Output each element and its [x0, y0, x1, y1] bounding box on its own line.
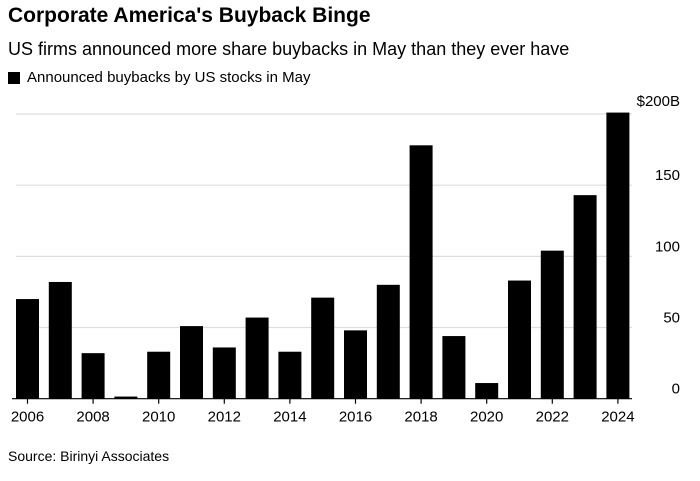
x-tick-label: 2018	[404, 409, 437, 426]
bar-2022	[540, 250, 564, 399]
chart-title: Corporate America's Buyback Binge	[8, 4, 371, 27]
bar-2023	[573, 195, 597, 399]
legend-label: Announced buybacks by US stocks in May	[27, 69, 311, 86]
legend-swatch	[8, 71, 20, 84]
y-tick-label: 150	[655, 167, 680, 184]
bar-2010	[147, 351, 171, 399]
x-tick-label: 2010	[142, 409, 175, 426]
bar-2006	[16, 299, 39, 399]
bar-2015	[311, 297, 335, 399]
x-tick-label: 2024	[601, 409, 634, 426]
bar-2014	[278, 351, 302, 399]
bar-2012	[212, 347, 236, 399]
source-note: Source: Birinyi Associates	[8, 448, 170, 464]
bar-2009	[114, 396, 138, 399]
bar-2020	[475, 383, 499, 399]
bar-2024	[606, 112, 630, 399]
bar-2018	[409, 145, 433, 399]
x-tick-label: 2012	[208, 409, 241, 426]
x-tick-label: 2022	[536, 409, 569, 426]
y-tick-label: 0	[672, 381, 680, 398]
x-tick-label: 2020	[470, 409, 503, 426]
x-tick-label: 2006	[11, 409, 44, 426]
legend: Announced buybacks by US stocks in May	[8, 69, 310, 86]
y-tick-label: 100	[655, 238, 680, 255]
bar-2011	[180, 326, 203, 399]
x-tick-label: 2016	[339, 409, 372, 426]
y-tick-label: $200B	[637, 93, 680, 110]
bar-2008	[81, 353, 105, 399]
bar-2016	[344, 330, 367, 399]
bar-2021	[508, 280, 531, 399]
bar-2007	[48, 281, 72, 399]
x-tick-label: 2014	[273, 409, 306, 426]
bar-2019	[442, 336, 466, 399]
y-tick-label: 50	[663, 310, 680, 327]
bar-2013	[245, 317, 269, 399]
x-tick-label: 2008	[76, 409, 109, 426]
bar-2017	[376, 284, 400, 399]
chart-subtitle: US firms announced more share buybacks i…	[8, 39, 570, 59]
